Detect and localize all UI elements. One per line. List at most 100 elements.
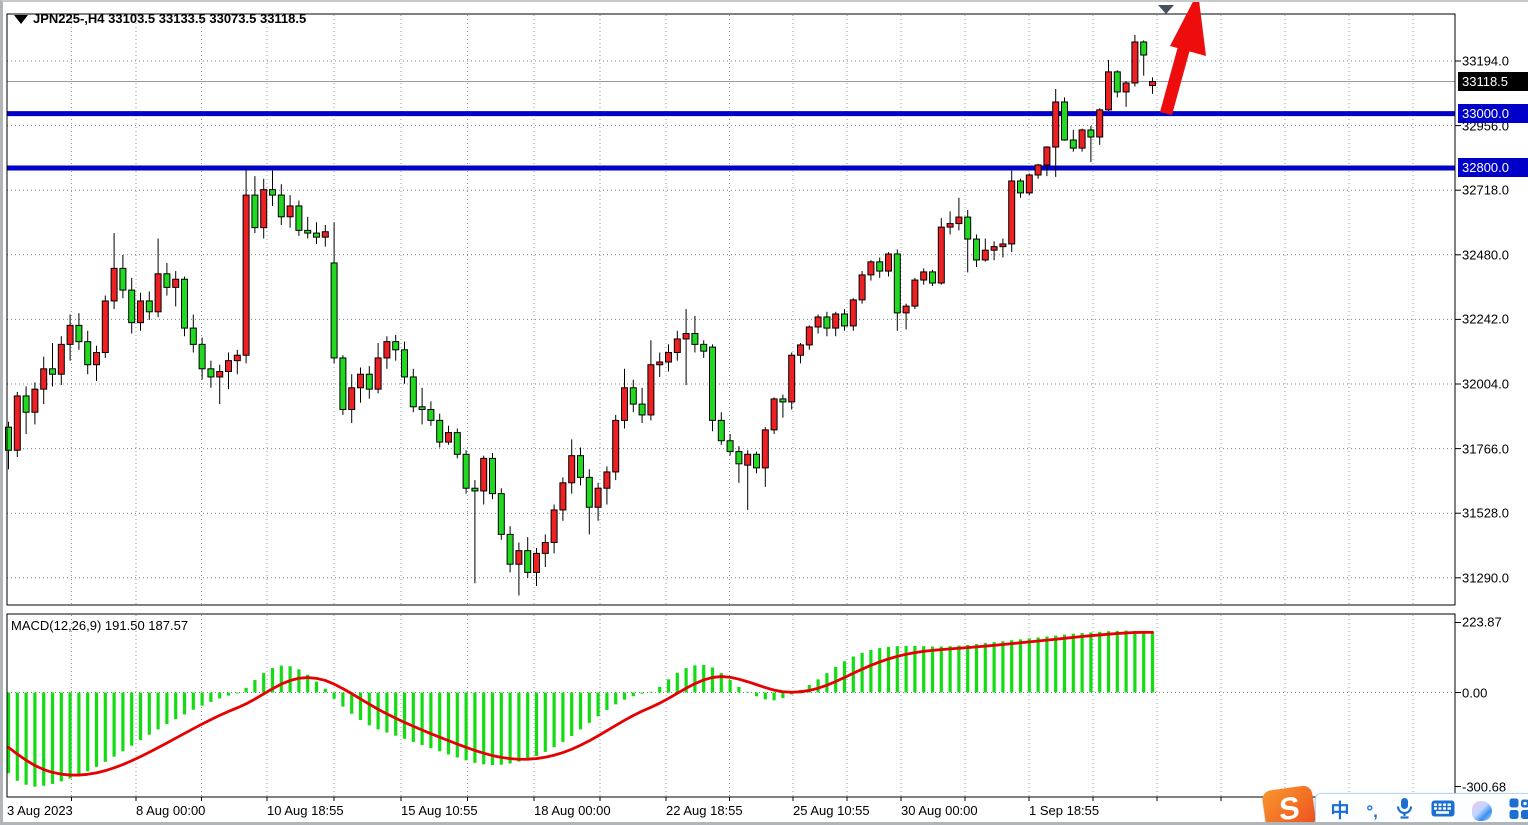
candle-body (964, 216, 972, 240)
candle-body (1131, 41, 1139, 84)
current-price-box: 33118.5 (1458, 71, 1528, 91)
candle-body (814, 316, 822, 328)
candle-body (172, 278, 180, 288)
candle-body (321, 231, 329, 238)
candle-body (568, 455, 576, 484)
candle-body (700, 343, 708, 352)
candle-body (770, 398, 778, 431)
candle-body (497, 493, 505, 535)
macd-axis-label: -300.68 (1462, 779, 1507, 795)
price-axis-label: 32718.0 (1462, 182, 1509, 198)
candle-body (145, 300, 153, 313)
candle-body (119, 267, 127, 291)
candle-body (181, 278, 188, 329)
candle-body (40, 368, 48, 390)
candle-body (225, 360, 232, 373)
candle-body (1052, 101, 1060, 148)
candle-body (550, 509, 558, 544)
candle-body (577, 455, 584, 478)
candle-body (885, 253, 892, 272)
macd-axis-label: 223.87 (1462, 614, 1502, 630)
candle-body (849, 299, 857, 327)
candle-body (999, 243, 1007, 248)
candle-body (585, 476, 593, 508)
keyboard-icon[interactable] (1431, 800, 1455, 822)
input-method-toolbar: 中 °, (1315, 793, 1528, 822)
time-axis-label: 22 Aug 18:55 (666, 803, 743, 818)
red-arrow-head-icon[interactable] (1170, 2, 1206, 56)
candle-body (189, 327, 197, 345)
microphone-icon[interactable] (1395, 797, 1414, 822)
macd-signal-line (7, 630, 1154, 777)
symbol-dropdown-triangle-icon[interactable] (14, 15, 28, 24)
candle-body (453, 432, 461, 455)
candle-body (902, 305, 910, 314)
menu-grid-icon[interactable] (1509, 798, 1528, 822)
macd-indicator-label: MACD(12,26,9) 191.50 187.57 (11, 618, 189, 633)
candle-body (462, 453, 470, 489)
macd-pane-border (6, 613, 1456, 798)
candle-body (260, 189, 268, 229)
candle-body (603, 471, 611, 489)
chart-plot-area[interactable] (3, 2, 1528, 825)
candle-body (154, 273, 162, 313)
sogou-input-logo[interactable]: S (1261, 784, 1317, 822)
candle-body (1087, 129, 1095, 138)
candle-body (691, 333, 699, 345)
candle-body (612, 419, 620, 473)
candle-body (876, 261, 884, 272)
punctuation-icon[interactable]: °, (1366, 801, 1378, 821)
candle-body (665, 352, 672, 363)
time-axis-label: 18 Aug 00:00 (534, 803, 611, 818)
candle-body (383, 341, 391, 359)
candle-body (269, 189, 276, 196)
candle-body (506, 533, 514, 565)
candle-body (1043, 146, 1051, 166)
candle-body (339, 357, 347, 411)
candle-body (533, 552, 540, 573)
price-axis-label: 31766.0 (1462, 441, 1509, 457)
main-pane-border (6, 13, 1456, 606)
candle-body (1096, 109, 1104, 138)
candle-body (286, 205, 294, 218)
candle-body (101, 300, 109, 354)
candle-body (1122, 82, 1130, 93)
candle-body (330, 262, 338, 359)
candle-body (682, 333, 690, 340)
candle-body (1069, 139, 1077, 149)
candle-body (357, 373, 364, 389)
candle-body (365, 373, 373, 390)
candle-body (761, 429, 769, 469)
candle-body (49, 368, 56, 375)
candle-body (946, 223, 954, 228)
skin-icon[interactable] (1471, 801, 1492, 821)
gray-down-triangle-icon[interactable] (1158, 5, 1174, 14)
candle-body (629, 387, 637, 405)
candle-body (559, 482, 567, 511)
price-axis-label: 31528.0 (1462, 505, 1509, 521)
candle-body (920, 271, 928, 281)
candle-body (867, 261, 875, 276)
candle-body (981, 249, 989, 261)
candle-body (788, 354, 796, 403)
candle-body (929, 271, 936, 284)
candle-body (656, 361, 664, 366)
candle-body (31, 388, 39, 413)
candle-body (392, 341, 400, 351)
candle-body (5, 426, 12, 451)
price-axis-label: 31290.0 (1462, 570, 1509, 586)
candle-body (779, 398, 787, 403)
candle-body (57, 343, 65, 375)
candle-body (594, 487, 602, 508)
chart-title-ohlc: JPN225-,H4 33103.5 33133.5 33073.5 33118… (33, 11, 307, 26)
candle-body (1034, 164, 1042, 176)
time-axis-label: 25 Aug 10:55 (793, 803, 870, 818)
candle-body (409, 376, 417, 408)
candle-body (313, 232, 320, 238)
red-arrow-shaft[interactable] (1160, 39, 1192, 115)
chinese-mode-icon[interactable]: 中 (1330, 800, 1350, 822)
candle-body (251, 194, 259, 229)
candle-body (1008, 180, 1016, 245)
candle-body (1025, 174, 1033, 194)
time-axis-label: 10 Aug 18:55 (267, 803, 344, 818)
